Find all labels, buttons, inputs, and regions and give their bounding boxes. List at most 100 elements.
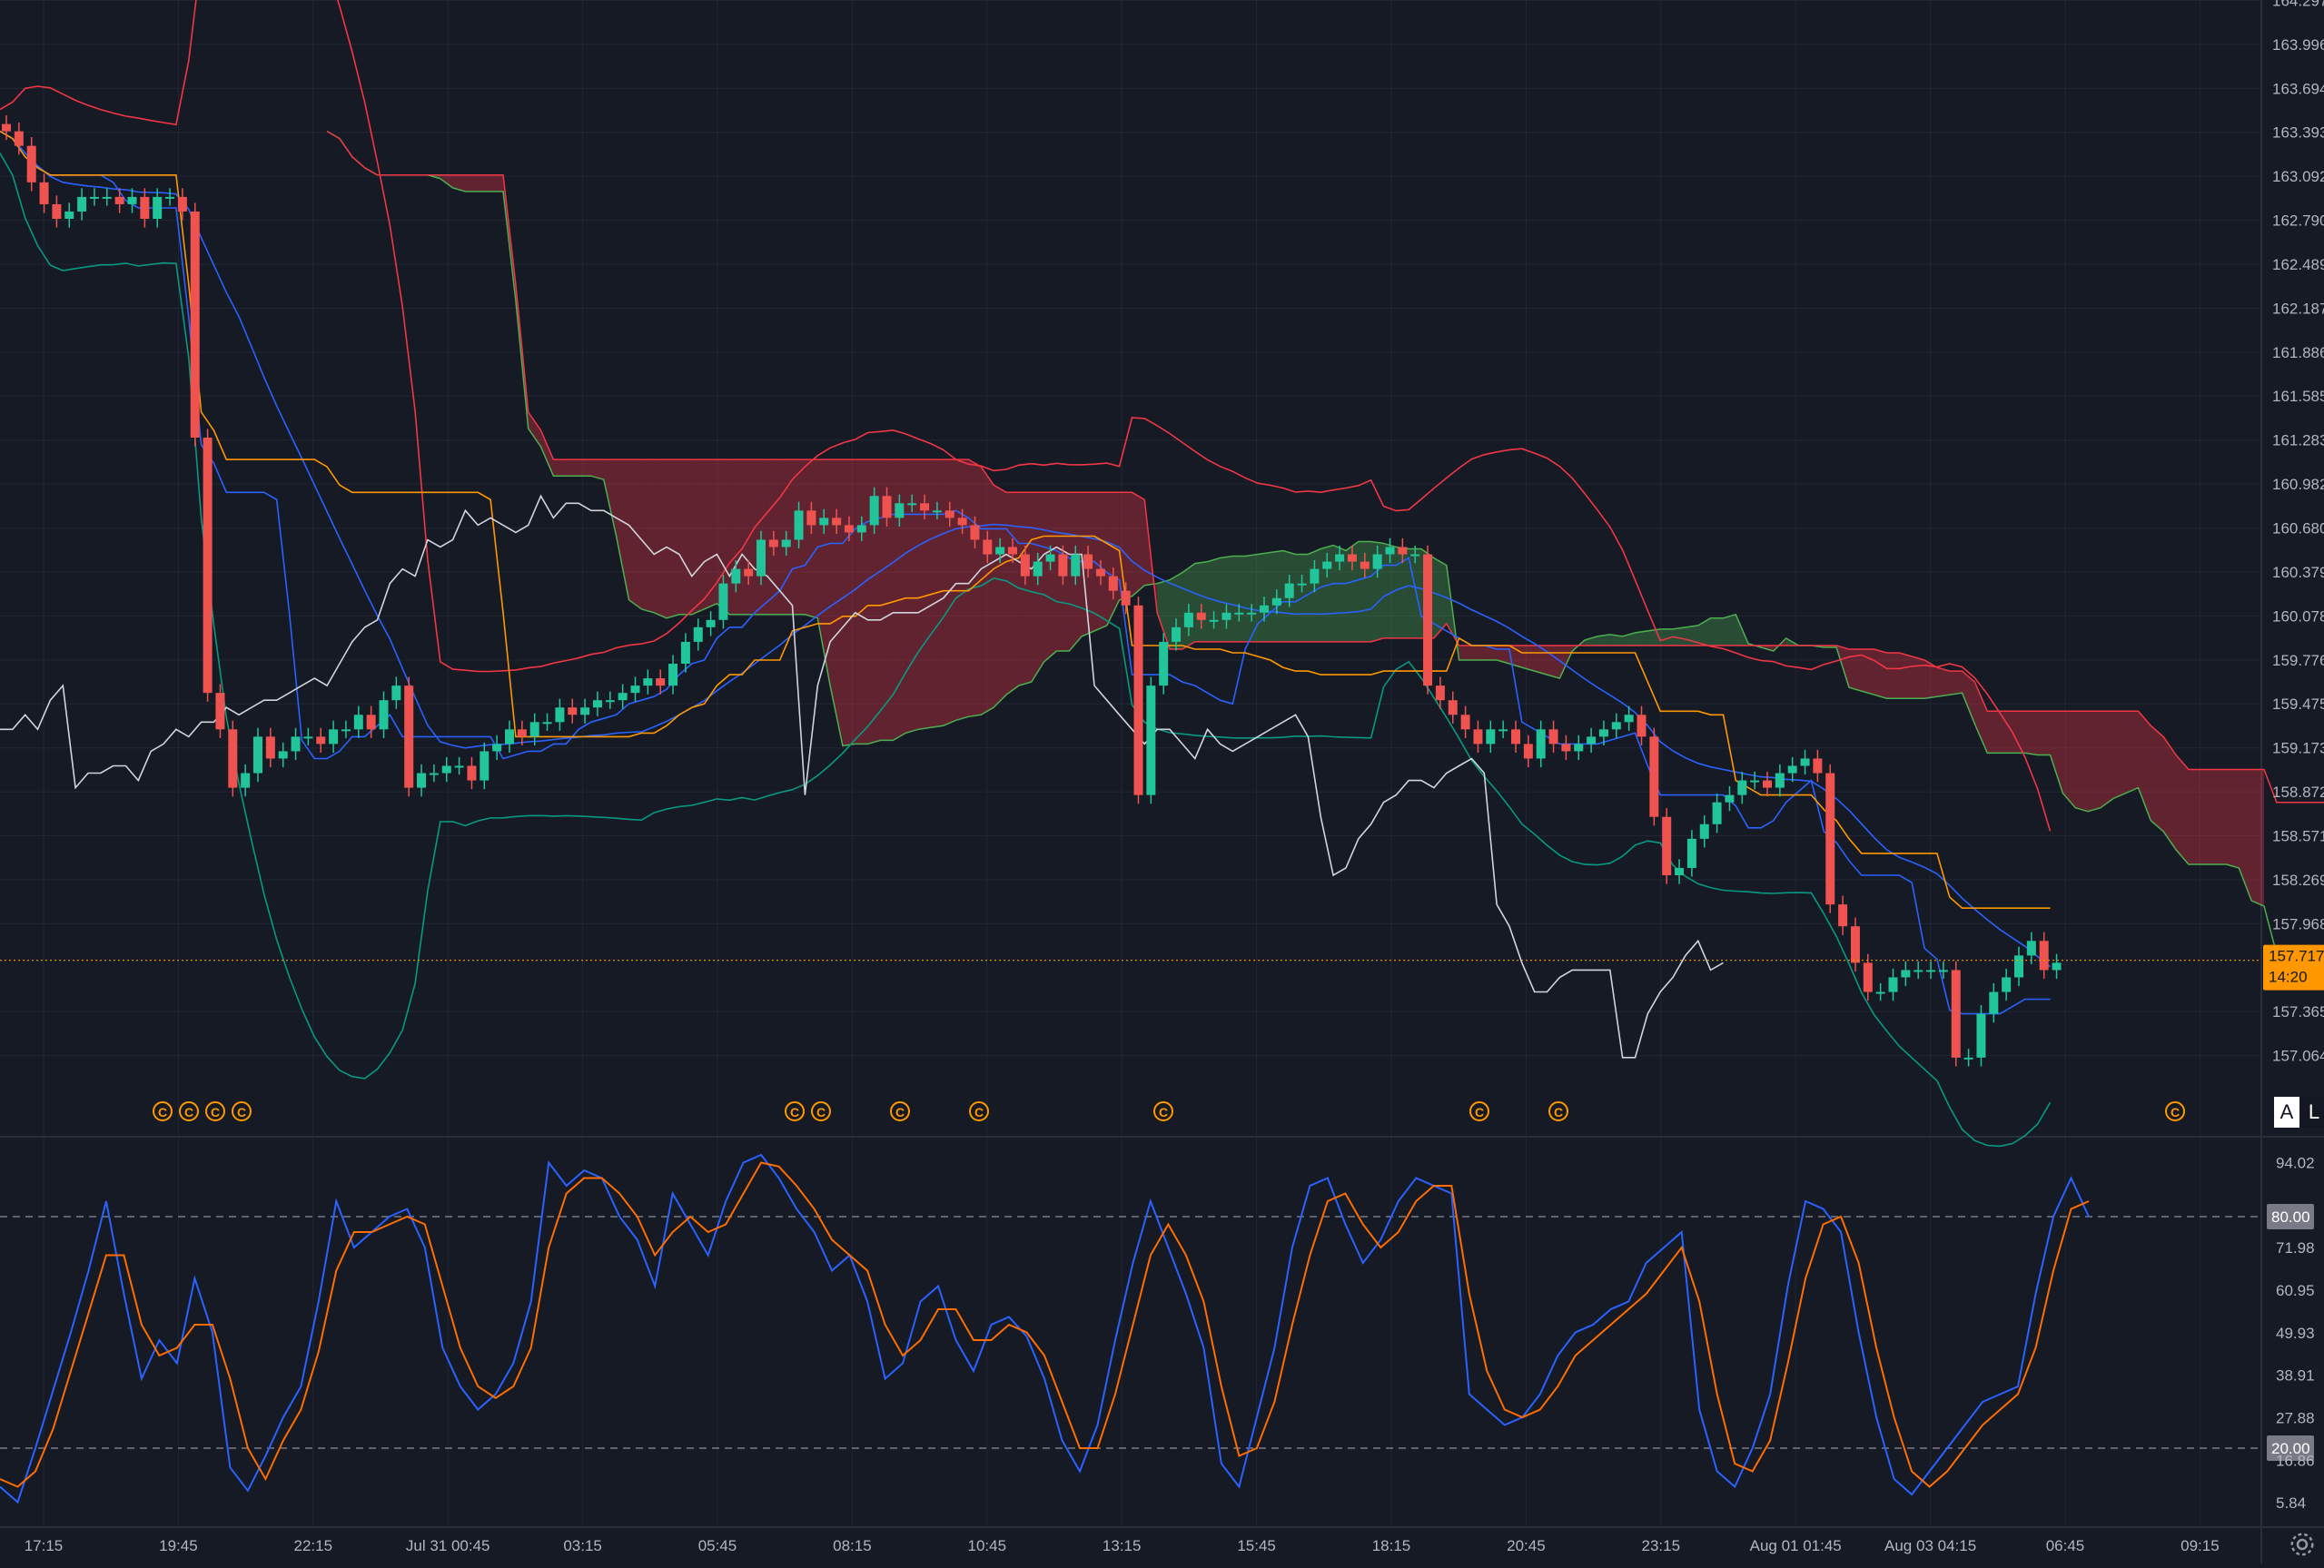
cloud-segment [2112,711,2126,799]
event-marker-label: C [184,1105,193,1119]
candle-body [1221,612,1231,620]
candle-body [680,641,690,665]
price-tick-label: 157.365 [2272,1003,2324,1021]
time-tick-label: 05:45 [698,1537,737,1554]
candle-body [480,751,490,781]
time-tick-label: 19:45 [159,1537,198,1554]
candle-body [757,539,766,577]
candle-body [1121,590,1131,606]
price-tick-label: 159.475 [2272,695,2324,713]
candle-body [693,626,703,642]
candle-body [1938,970,1948,972]
candle-body [417,773,427,788]
event-icon [1153,1101,1173,1121]
bb-lower-line [0,153,2052,1148]
candle-body [1712,802,1722,824]
candle-body [203,438,213,694]
candle-body [1033,561,1043,577]
cloud-segment [943,459,956,726]
event-icon [1469,1101,1489,1121]
price-tick-label: 163.996 [2272,36,2324,54]
candle-body [265,736,275,759]
candle-body [1800,758,1810,766]
candle-body [1196,612,1206,620]
candle-body [1360,561,1370,569]
candle-body [441,765,451,774]
candle-body [1146,685,1156,795]
price-tick-label: 162.187 [2272,300,2324,317]
last-price-tag-bg [2263,944,2324,991]
countdown-label: 14:20 [2269,969,2308,986]
cloud-segment [1194,561,1208,642]
cloud-segment [1899,652,1913,699]
time-tick-label: 10:45 [968,1537,1007,1554]
cloud-segment [1043,492,1057,663]
last-price-tag: 157.717 14:20 [2263,944,2324,991]
candle-body [1297,583,1307,586]
cloud-segment [2075,711,2089,812]
candle-body [1587,736,1597,745]
candle-body [1234,612,1244,615]
candle-body [706,619,716,627]
event-marker-label: C [1159,1105,1168,1119]
cloud-segment [528,411,541,448]
cloud-segment [2037,711,2051,755]
candle-body [190,211,200,438]
candle-body [1699,823,1709,839]
cloud-segment [2200,769,2214,864]
candle-body [1989,991,1999,1014]
candle-body [1536,729,1546,759]
candle-body [744,568,754,577]
time-axis: 17:15 19:45 22:15 Jul 31 00:45 03:15 05:45 08:… [25,1537,2220,1554]
cloud-segment [918,459,931,730]
time-tick-label: 18:15 [1372,1537,1411,1554]
cloud-segment [930,459,944,728]
cloud-segment [2176,754,2189,864]
candle-body [316,736,326,745]
candle-body [1787,765,1797,774]
candle-body [26,145,36,182]
cloud-segment [490,174,503,192]
log-scale-button[interactable]: L [2301,1097,2324,1128]
stoch-tick-label: 38.91 [2276,1367,2315,1385]
candle-body [1725,794,1735,803]
candle-body [1008,547,1017,555]
price-tick-label: 162.790 [2272,212,2324,230]
candle-body [1637,715,1647,737]
cloud-segment [855,459,868,745]
candle-body [819,518,829,526]
candle-body [932,510,942,513]
cloud-segment [1031,492,1044,683]
cloud-segment [2163,736,2177,850]
cloud-segment [1006,492,1019,695]
cloud-segment [667,459,679,618]
candle-body [1045,554,1055,562]
price-tick-label: 161.283 [2272,432,2324,449]
cloud-segment [1886,652,1900,699]
price-tick-label: 160.379 [2272,564,2324,581]
cloud-segment [465,174,479,192]
bb-basis-line [0,130,2052,968]
cloud-segment [805,459,818,618]
stoch-tick-label: 27.88 [2276,1410,2315,1427]
gear-icon[interactable] [2289,1531,2316,1558]
event-marker-label: C [816,1105,826,1119]
candle-body [1486,729,1496,745]
candle-body [1523,744,1533,759]
candle-body [957,518,967,526]
auto-scale-button[interactable]: A [2274,1097,2299,1128]
candle-body [329,729,339,745]
bb-upper-line [0,0,2052,832]
cloud-segment [1710,617,1724,646]
candle-body [869,496,879,526]
candle-body [718,583,728,620]
cloud-segment [1232,556,1246,642]
candle-body [1385,547,1395,555]
candle-body [1271,597,1281,606]
candle-body [1649,736,1659,817]
candle-body [1963,1057,1973,1060]
price-tick-label: 162.489 [2272,256,2324,273]
candle-body [806,510,816,526]
